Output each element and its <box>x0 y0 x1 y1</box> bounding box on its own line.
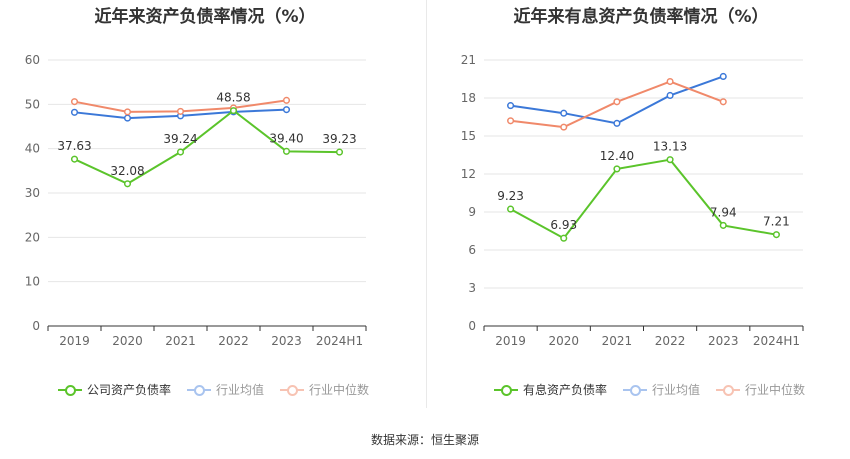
data-label: 39.40 <box>269 131 303 145</box>
series-line <box>510 158 777 240</box>
y-tick-label: 30 <box>25 186 40 200</box>
chart-title-left: 近年来资产负债率情况（%） <box>94 7 316 27</box>
legend-item-interest-debt-ratio[interactable]: 有息资产负债率 <box>494 381 607 398</box>
data-point <box>70 155 79 163</box>
data-point <box>176 148 185 156</box>
legend-line-icon-green <box>58 384 82 396</box>
legend-line-icon-blue <box>623 384 648 396</box>
data-label: 48.58 <box>216 91 250 105</box>
x-tick-label: 2019 <box>495 334 526 348</box>
x-tick-label: 2022 <box>218 334 249 348</box>
legend-line-icon-blue <box>187 384 212 396</box>
y-tick-label: 40 <box>25 142 40 156</box>
y-tick-label: 60 <box>25 53 40 67</box>
x-tick-label: 2019 <box>59 334 90 348</box>
y-tick-label: 0 <box>468 319 476 333</box>
data-label: 39.24 <box>163 132 197 146</box>
data-point <box>176 107 185 115</box>
data-label: 37.63 <box>57 139 91 153</box>
data-label: 9.23 <box>497 189 524 203</box>
legend-label: 行业均值 <box>652 383 701 397</box>
x-tick-label: 2024H1 <box>316 334 363 348</box>
data-label: 32.08 <box>110 164 144 178</box>
y-tick-label: 9 <box>468 205 476 219</box>
legend-line-icon-orange <box>716 384 741 396</box>
data-point <box>719 72 727 81</box>
series-line <box>74 109 340 185</box>
legend-item-industry-median[interactable]: 行业中位数 <box>280 381 369 398</box>
data-label: 7.94 <box>710 205 737 219</box>
data-label: 6.93 <box>550 218 577 232</box>
legend-label: 行业中位数 <box>745 383 806 397</box>
chart-title-right: 近年来有息资产负债率情况（%） <box>513 7 769 27</box>
x-tick-label: 2021 <box>602 334 633 348</box>
y-tick-label: 20 <box>25 230 40 244</box>
data-point <box>666 156 674 164</box>
data-point <box>282 106 291 114</box>
y-tick-label: 3 <box>468 281 476 295</box>
y-tick-label: 50 <box>25 97 40 111</box>
legend-line-icon-green <box>494 384 518 396</box>
data-point <box>613 165 621 173</box>
data-point <box>123 180 132 188</box>
legend-label: 行业中位数 <box>309 383 370 397</box>
data-point <box>507 117 515 125</box>
y-tick-label: 18 <box>461 91 476 105</box>
legend-line-icon-orange <box>280 384 305 396</box>
data-point <box>282 147 291 155</box>
data-point <box>613 98 621 106</box>
data-point <box>613 119 621 127</box>
y-tick-label: 10 <box>25 275 40 289</box>
legend-left: 公司资产负债率 行业均值 行业中位数 <box>58 381 369 398</box>
data-point <box>560 109 568 117</box>
data-point <box>123 108 132 116</box>
legend-label: 公司资产负债率 <box>87 383 172 397</box>
data-point <box>560 123 568 131</box>
data-label: 13.13 <box>653 140 687 154</box>
data-point <box>229 107 238 115</box>
x-tick-label: 2024H1 <box>753 334 800 348</box>
data-label: 12.40 <box>600 149 634 163</box>
data-label: 39.23 <box>322 132 356 146</box>
x-tick-label: 2022 <box>655 334 686 348</box>
y-tick-label: 0 <box>32 319 40 333</box>
data-point <box>70 98 79 106</box>
data-point <box>507 205 515 213</box>
legend-item-company-debt-ratio[interactable]: 公司资产负债率 <box>58 381 171 398</box>
legend-label: 行业均值 <box>216 383 265 397</box>
legend-item-industry-mean[interactable]: 行业均值 <box>623 381 700 398</box>
x-tick-label: 2023 <box>271 334 302 348</box>
legend-item-industry-median[interactable]: 行业中位数 <box>716 381 805 398</box>
x-tick-label: 2021 <box>165 334 196 348</box>
data-point <box>282 96 291 104</box>
data-point <box>560 234 568 242</box>
data-point <box>719 221 727 229</box>
y-tick-label: 6 <box>468 243 476 257</box>
x-tick-label: 2023 <box>708 334 739 348</box>
legend-item-industry-mean[interactable]: 行业均值 <box>187 381 264 398</box>
data-label: 7.21 <box>763 215 790 229</box>
data-point <box>772 231 780 239</box>
data-point <box>507 102 515 110</box>
data-point <box>70 108 79 116</box>
legend-label: 有息资产负债率 <box>523 383 608 397</box>
data-point <box>335 148 344 156</box>
legend-right: 有息资产负债率 行业均值 行业中位数 <box>494 381 805 398</box>
data-point <box>666 91 674 100</box>
data-source-label: 数据来源：恒生聚源 <box>370 433 479 447</box>
y-tick-label: 15 <box>461 129 476 143</box>
data-point <box>719 98 727 106</box>
chart-divider <box>426 0 427 408</box>
y-tick-label: 12 <box>461 167 476 181</box>
data-point <box>666 77 674 86</box>
x-tick-label: 2020 <box>112 334 143 348</box>
y-tick-label: 21 <box>461 53 476 67</box>
x-tick-label: 2020 <box>548 334 579 348</box>
